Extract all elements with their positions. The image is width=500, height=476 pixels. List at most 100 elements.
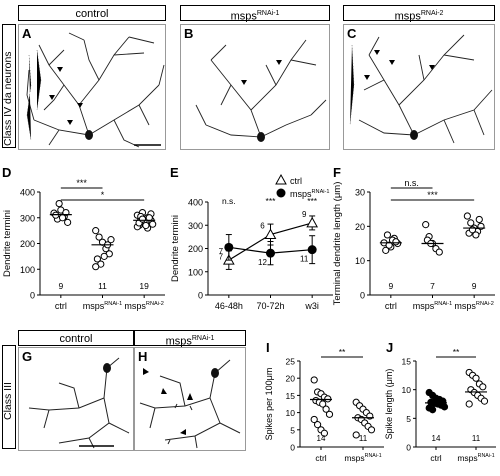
x-tick-label: mspsRNAi-1 — [83, 301, 123, 311]
panel-c-header: mspsRNAi-2 — [343, 5, 495, 23]
y-tick-label: 300 — [188, 221, 203, 231]
n-label: 11 — [98, 281, 107, 291]
data-point — [325, 410, 334, 418]
legend-marker-msps — [276, 188, 286, 198]
panel-b-header-sup: RNAi-1 — [256, 10, 280, 17]
panel-h-letter: H — [138, 349, 148, 364]
x-tick-label: mspsRNAi-2 — [124, 301, 164, 311]
x-tick-label: ctrl — [385, 301, 397, 311]
x-tick-label: mspsRNAi-1 — [457, 453, 494, 463]
y-tick-label: 10 — [402, 385, 412, 395]
x-tick-label: ctrl — [430, 453, 441, 463]
y-axis-title: Spikes per 100μm — [264, 368, 274, 441]
panel-g-header: control — [18, 330, 134, 346]
y-tick-label: 10 — [286, 408, 296, 418]
x-tick-label: mspsRNAi-2 — [454, 301, 494, 311]
data-point — [64, 218, 72, 226]
panel-h-header-main: msps — [165, 335, 192, 348]
data-point — [383, 231, 392, 239]
x-tick-label: w3i — [304, 301, 319, 311]
y-tick-label: 30 — [355, 188, 365, 198]
data-point — [475, 215, 483, 224]
panel-d-letter: D — [2, 165, 12, 180]
data-point — [322, 405, 330, 413]
neuron-image-a — [26, 32, 165, 148]
panel-a-header: control — [18, 5, 166, 21]
y-tick-label: 100 — [20, 265, 35, 275]
micrograph-g: G — [18, 347, 134, 451]
data-point — [95, 233, 103, 241]
data-point — [435, 395, 444, 404]
neuron-image-g — [28, 357, 130, 449]
n-label: 12 — [258, 258, 267, 267]
panel-b-header-main: msps — [230, 10, 257, 23]
neuron-image-h — [139, 359, 241, 449]
row-label-class-iii-text: Class III — [2, 382, 14, 420]
y-tick-label: 20 — [286, 374, 296, 384]
n-label: 9 — [58, 281, 63, 291]
y-axis-title: Dendrite termini — [170, 215, 181, 282]
y-tick-label: 400 — [20, 188, 35, 198]
n-label: 7 — [430, 281, 435, 291]
data-point — [435, 248, 443, 256]
data-point — [314, 421, 322, 429]
data-point — [310, 376, 318, 384]
legend-label-msps: mspsRNAi-1 — [290, 189, 330, 199]
data-point — [264, 228, 277, 240]
micrograph-h: H — [134, 347, 246, 451]
data-point — [382, 246, 390, 254]
panel-e-letter: E — [170, 165, 179, 180]
y-tick-label: 300 — [20, 213, 35, 223]
panel-h-header-sup: RNAi-1 — [191, 335, 215, 342]
panel-c-header-sup: RNAi-2 — [420, 10, 444, 17]
chart-f: 0 10 20 30 Terminal dendrite length (μm) ctrl… — [332, 178, 495, 311]
panel-b-header: mspsRNAi-1 — [180, 5, 330, 23]
data-point — [352, 431, 360, 439]
data-point — [463, 212, 471, 220]
row-label-class-iii — [2, 345, 16, 449]
y-tick-label: 200 — [20, 239, 35, 249]
n-label: 9 — [388, 281, 393, 291]
y-tick-label: 0 — [406, 443, 411, 453]
row-label-class-iv — [2, 24, 16, 148]
panel-h-header: mspsRNAi-1 — [134, 330, 246, 348]
y-tick-label: 0 — [360, 291, 365, 301]
data-point — [224, 242, 234, 252]
data-point — [149, 220, 157, 228]
data-point — [319, 400, 327, 408]
data-point — [266, 248, 275, 258]
y-tick-label: 15 — [286, 391, 296, 401]
y-tick-label: 200 — [188, 244, 203, 254]
micrograph-a: A — [18, 24, 166, 150]
n-label: 7 — [219, 247, 224, 256]
row-label-class-iv-text: Class IV da neurons — [2, 51, 14, 146]
data-point — [392, 238, 400, 246]
n-label: 11 — [472, 434, 481, 443]
x-tick-label: ctrl — [55, 301, 67, 311]
significance-label: n.s. — [222, 196, 236, 206]
data-point — [472, 231, 480, 239]
y-axis-title: Spike length (μm) — [384, 369, 394, 440]
panel-j-letter: J — [386, 340, 394, 355]
data-point — [107, 236, 115, 244]
data-point — [138, 215, 147, 223]
significance-label: ** — [453, 347, 460, 357]
y-tick-label: 20 — [355, 222, 365, 232]
data-point — [479, 383, 487, 391]
y-axis-title: Terminal dendrite length (μm) — [332, 182, 343, 306]
x-tick-label: mspsRNAi-1 — [344, 453, 381, 463]
y-tick-label: 400 — [188, 198, 203, 208]
n-label: 14 — [317, 434, 326, 443]
y-tick-label: 0 — [290, 443, 295, 453]
data-point — [93, 255, 102, 263]
y-tick-label: 25 — [286, 357, 296, 367]
y-tick-label: 5 — [290, 425, 295, 435]
n-label: 11 — [359, 434, 368, 443]
data-point — [324, 395, 332, 403]
chart-i: 0 5 10 15 20 25 Spikes per 100μm ctrl mspsRNAi-1… — [264, 347, 384, 463]
panel-g-letter: G — [22, 349, 33, 364]
n-label: 19 — [139, 281, 149, 291]
y-tick-label: 100 — [188, 267, 203, 277]
data-point — [440, 403, 449, 411]
legend-marker-ctrl — [275, 173, 287, 185]
